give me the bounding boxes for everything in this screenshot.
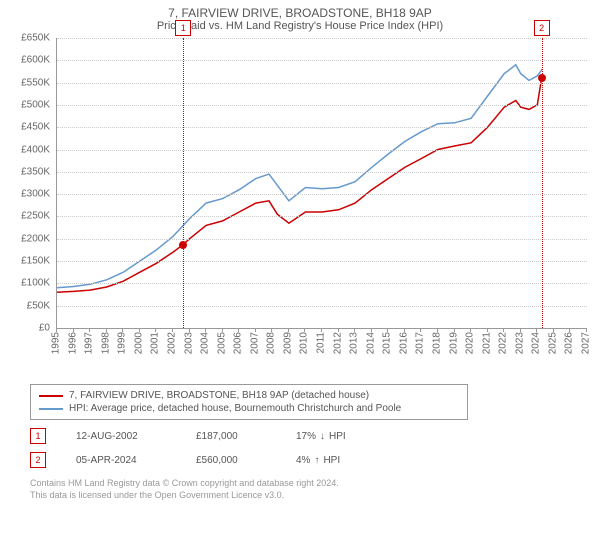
x-tick-label: 1996 — [67, 332, 78, 354]
x-tick-label: 2007 — [249, 332, 260, 354]
footer-line: Contains HM Land Registry data © Crown c… — [30, 478, 590, 490]
x-tick-label: 2001 — [150, 332, 161, 354]
event-delta: 4% HPI — [296, 455, 356, 466]
x-tick-label: 2000 — [133, 332, 144, 354]
x-tick-label: 2006 — [233, 332, 244, 354]
x-tick-label: 2020 — [465, 332, 476, 354]
gridline — [57, 60, 587, 61]
x-tick-label: 2027 — [581, 332, 592, 354]
x-tick-label: 2011 — [316, 332, 327, 354]
x-tick-label: 2022 — [498, 332, 509, 354]
x-tick-label: 2018 — [431, 332, 442, 354]
x-tick-label: 2025 — [547, 332, 558, 354]
x-tick-label: 1998 — [100, 332, 111, 354]
gridline — [57, 83, 587, 84]
y-tick-label: £50K — [10, 300, 54, 311]
y-tick-label: £450K — [10, 122, 54, 133]
footer: Contains HM Land Registry data © Crown c… — [30, 478, 590, 501]
chart-title: 7, FAIRVIEW DRIVE, BROADSTONE, BH18 9AP — [10, 6, 590, 20]
gridline — [57, 306, 587, 307]
event-price: £187,000 — [196, 431, 266, 442]
line-layer — [57, 38, 587, 328]
event-delta-pct: 4% — [296, 455, 310, 466]
gridline — [57, 172, 587, 173]
event-marker: 2 — [534, 20, 550, 36]
x-tick-label: 2005 — [216, 332, 227, 354]
event-marker: 1 — [175, 20, 191, 36]
legend-swatch — [39, 408, 63, 410]
legend-label: 7, FAIRVIEW DRIVE, BROADSTONE, BH18 9AP … — [69, 390, 369, 401]
event-price: £560,000 — [196, 455, 266, 466]
event-date: 12-AUG-2002 — [76, 431, 166, 442]
legend-item-price-paid: 7, FAIRVIEW DRIVE, BROADSTONE, BH18 9AP … — [39, 389, 459, 402]
arrow-down-icon — [320, 431, 325, 442]
y-axis: £0£50K£100K£150K£200K£250K£300K£350K£400… — [10, 38, 54, 328]
gridline — [57, 216, 587, 217]
x-tick-label: 2026 — [564, 332, 575, 354]
x-tick-label: 2015 — [382, 332, 393, 354]
events-table: 1 12-AUG-2002 £187,000 17% HPI 2 05-APR-2024 £5… — [30, 424, 590, 472]
y-tick-label: £100K — [10, 278, 54, 289]
event-marker: 1 — [30, 428, 46, 444]
y-tick-label: £0 — [10, 323, 54, 334]
x-tick-label: 1999 — [117, 332, 128, 354]
x-tick-label: 2008 — [266, 332, 277, 354]
arrow-up-icon — [314, 455, 319, 466]
plot-area: 12 — [56, 38, 587, 329]
x-tick-label: 2002 — [166, 332, 177, 354]
gridline — [57, 261, 587, 262]
y-tick-label: £150K — [10, 256, 54, 267]
y-tick-label: £600K — [10, 55, 54, 66]
chart-subtitle: Price paid vs. HM Land Registry's House … — [10, 20, 590, 32]
event-row: 2 05-APR-2024 £560,000 4% HPI — [30, 448, 590, 472]
event-delta-ref: HPI — [323, 455, 340, 466]
gridline — [57, 105, 587, 106]
y-tick-label: £350K — [10, 166, 54, 177]
event-delta-ref: HPI — [329, 431, 346, 442]
x-tick-label: 2024 — [531, 332, 542, 354]
x-tick-label: 2010 — [299, 332, 310, 354]
event-delta: 17% HPI — [296, 431, 356, 442]
legend: 7, FAIRVIEW DRIVE, BROADSTONE, BH18 9AP … — [30, 384, 468, 420]
x-tick-label: 1997 — [84, 332, 95, 354]
gridline — [57, 283, 587, 284]
x-tick-label: 2016 — [398, 332, 409, 354]
event-delta-pct: 17% — [296, 431, 316, 442]
legend-swatch — [39, 395, 63, 397]
x-tick-label: 2013 — [349, 332, 360, 354]
footer-line: This data is licensed under the Open Gov… — [30, 490, 590, 502]
x-tick-label: 2021 — [481, 332, 492, 354]
y-tick-label: £300K — [10, 189, 54, 200]
event-dot — [538, 74, 546, 82]
gridline — [57, 38, 587, 39]
x-tick-label: 2017 — [415, 332, 426, 354]
gridline — [57, 127, 587, 128]
y-tick-label: £200K — [10, 233, 54, 244]
x-tick-label: 2019 — [448, 332, 459, 354]
gridline — [57, 194, 587, 195]
y-tick-label: £500K — [10, 99, 54, 110]
legend-label: HPI: Average price, detached house, Bour… — [69, 403, 401, 414]
y-tick-label: £250K — [10, 211, 54, 222]
event-row: 1 12-AUG-2002 £187,000 17% HPI — [30, 424, 590, 448]
event-date: 05-APR-2024 — [76, 455, 166, 466]
x-tick-label: 2003 — [183, 332, 194, 354]
gridline — [57, 150, 587, 151]
x-tick-label: 1995 — [51, 332, 62, 354]
x-tick-label: 2012 — [332, 332, 343, 354]
event-marker: 2 — [30, 452, 46, 468]
y-tick-label: £550K — [10, 77, 54, 88]
x-tick-label: 2009 — [282, 332, 293, 354]
event-dot — [179, 241, 187, 249]
chart-area: £0 £50K £100K £150K £200K £250K £300K £350K £400… — [10, 38, 590, 378]
gridline — [57, 239, 587, 240]
x-tick-label: 2023 — [514, 332, 525, 354]
y-tick-label: £650K — [10, 33, 54, 44]
x-tick-label: 2004 — [200, 332, 211, 354]
event-vline — [183, 38, 184, 328]
series-line — [57, 65, 542, 288]
y-tick-label: £400K — [10, 144, 54, 155]
x-tick-label: 2014 — [365, 332, 376, 354]
legend-item-hpi: HPI: Average price, detached house, Bour… — [39, 402, 459, 415]
